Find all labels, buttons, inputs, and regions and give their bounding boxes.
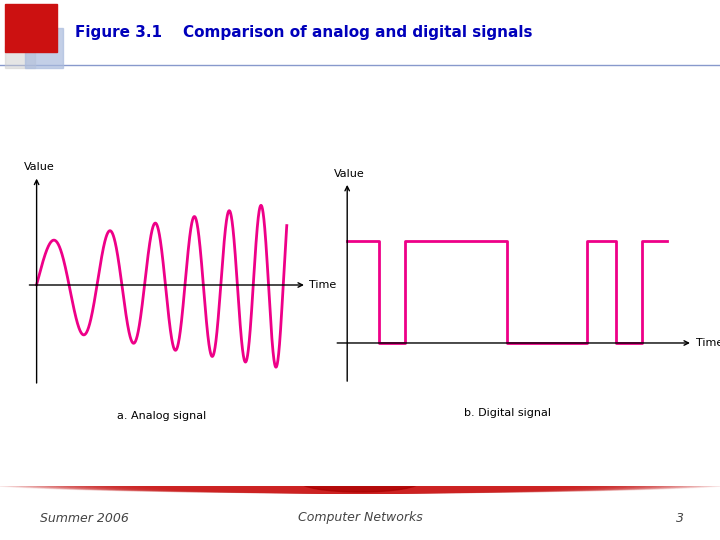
Ellipse shape — [220, 471, 500, 493]
Text: Value: Value — [334, 169, 365, 179]
Ellipse shape — [200, 471, 520, 493]
Ellipse shape — [30, 471, 690, 493]
Ellipse shape — [140, 471, 580, 493]
Ellipse shape — [250, 471, 470, 493]
Ellipse shape — [180, 471, 540, 493]
Ellipse shape — [210, 471, 510, 493]
Ellipse shape — [60, 471, 660, 493]
Ellipse shape — [0, 471, 720, 493]
Ellipse shape — [0, 471, 720, 493]
Ellipse shape — [120, 471, 600, 493]
Ellipse shape — [170, 471, 550, 493]
Text: Value: Value — [24, 161, 55, 172]
Ellipse shape — [50, 471, 670, 493]
Ellipse shape — [100, 471, 620, 493]
Ellipse shape — [160, 471, 560, 493]
Ellipse shape — [150, 471, 570, 493]
Text: Time: Time — [310, 280, 336, 290]
Ellipse shape — [80, 471, 640, 493]
Ellipse shape — [260, 471, 460, 493]
Ellipse shape — [20, 471, 700, 493]
Text: Computer Networks: Computer Networks — [297, 511, 423, 524]
Bar — [25, 28, 63, 68]
Ellipse shape — [130, 471, 590, 493]
Ellipse shape — [90, 471, 630, 493]
Ellipse shape — [0, 471, 720, 493]
Ellipse shape — [300, 472, 420, 492]
Ellipse shape — [230, 471, 490, 493]
Ellipse shape — [190, 471, 530, 493]
Ellipse shape — [110, 471, 610, 493]
Text: 3: 3 — [676, 511, 684, 524]
Text: b. Digital signal: b. Digital signal — [464, 408, 551, 418]
Text: Time: Time — [696, 338, 720, 348]
Ellipse shape — [70, 471, 650, 493]
Ellipse shape — [10, 471, 710, 493]
Bar — [5, 46, 35, 68]
Text: Summer 2006: Summer 2006 — [40, 511, 129, 524]
Text: a. Analog signal: a. Analog signal — [117, 411, 207, 421]
Text: Figure 3.1    Comparison of analog and digital signals: Figure 3.1 Comparison of analog and digi… — [75, 25, 533, 39]
Bar — [5, 4, 57, 52]
Ellipse shape — [0, 471, 720, 493]
Ellipse shape — [40, 471, 680, 493]
Ellipse shape — [240, 471, 480, 493]
